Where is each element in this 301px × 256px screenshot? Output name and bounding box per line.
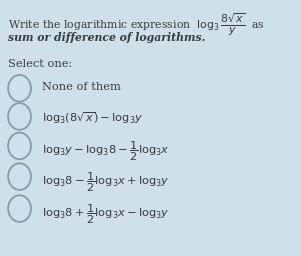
Text: $\mathrm{log}_3(8\sqrt{x}) - \mathrm{log}_3 y$: $\mathrm{log}_3(8\sqrt{x}) - \mathrm{log… [42, 110, 144, 126]
Text: $\mathrm{log}_3 y - \mathrm{log}_3 8 - \dfrac{1}{2}\mathrm{log}_3 x$: $\mathrm{log}_3 y - \mathrm{log}_3 8 - \… [42, 140, 170, 163]
Text: $\mathrm{log}_3 8 - \dfrac{1}{2}\mathrm{log}_3 x + \mathrm{log}_3 y$: $\mathrm{log}_3 8 - \dfrac{1}{2}\mathrm{… [42, 170, 170, 194]
Text: Select one:: Select one: [8, 59, 72, 69]
Text: Write the logarithmic expression  $\mathrm{log}_3 \,\dfrac{8\sqrt{x}}{y}$  as: Write the logarithmic expression $\mathr… [8, 12, 264, 38]
Text: sum or difference of logarithms.: sum or difference of logarithms. [8, 32, 205, 43]
Text: $\mathrm{log}_3 8 + \dfrac{1}{2}\mathrm{log}_3 x - \mathrm{log}_3 y$: $\mathrm{log}_3 8 + \dfrac{1}{2}\mathrm{… [42, 202, 170, 226]
Text: None of them: None of them [42, 82, 121, 92]
